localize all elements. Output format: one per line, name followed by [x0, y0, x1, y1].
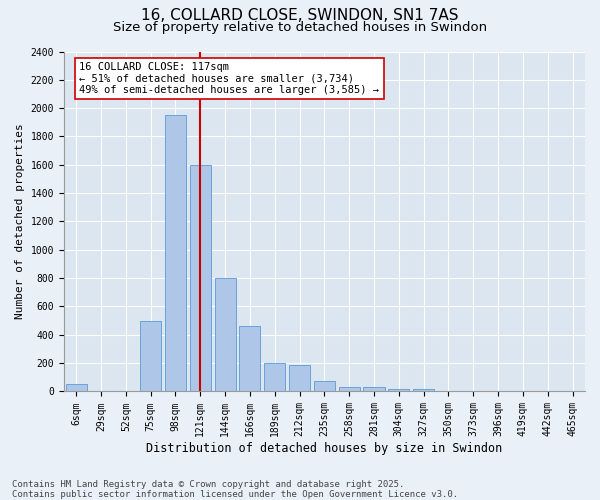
Bar [413, 390, 434, 392]
Bar [388, 388, 409, 392]
X-axis label: Distribution of detached houses by size in Swindon: Distribution of detached houses by size … [146, 442, 503, 455]
Bar [264, 363, 285, 392]
Y-axis label: Number of detached properties: Number of detached properties [15, 124, 25, 320]
Bar [239, 326, 260, 392]
Bar [289, 364, 310, 392]
Bar [215, 278, 236, 392]
Bar [314, 381, 335, 392]
Text: Contains HM Land Registry data © Crown copyright and database right 2025.
Contai: Contains HM Land Registry data © Crown c… [12, 480, 458, 499]
Text: 16 COLLARD CLOSE: 117sqm
← 51% of detached houses are smaller (3,734)
49% of sem: 16 COLLARD CLOSE: 117sqm ← 51% of detach… [79, 62, 379, 95]
Bar [65, 384, 87, 392]
Text: 16, COLLARD CLOSE, SWINDON, SN1 7AS: 16, COLLARD CLOSE, SWINDON, SN1 7AS [141, 8, 459, 22]
Bar [364, 387, 385, 392]
Bar [338, 387, 360, 392]
Bar [165, 115, 186, 392]
Bar [438, 391, 459, 392]
Bar [140, 320, 161, 392]
Text: Size of property relative to detached houses in Swindon: Size of property relative to detached ho… [113, 21, 487, 34]
Bar [190, 165, 211, 392]
